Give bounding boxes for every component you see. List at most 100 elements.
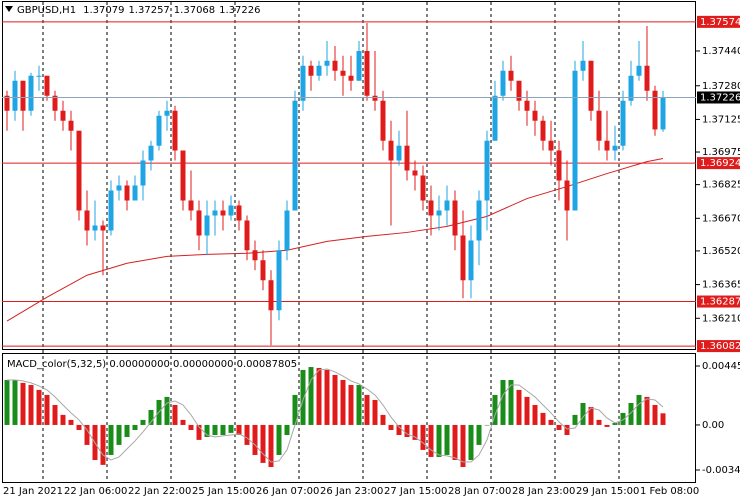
macd-bar xyxy=(492,394,498,425)
macd-bar xyxy=(436,424,442,457)
x-tick-label: 28 Jan 23:00 xyxy=(512,486,575,497)
macd-bar xyxy=(36,389,42,425)
candle-body xyxy=(532,110,538,121)
candle-body xyxy=(340,70,346,76)
macd-panel xyxy=(2,353,696,483)
macd-bar xyxy=(276,424,282,455)
macd-bar xyxy=(652,404,658,425)
candle-body xyxy=(292,100,298,211)
macd-bar xyxy=(340,379,346,425)
candle-body xyxy=(452,200,458,236)
candle-body xyxy=(348,75,354,81)
candle-body xyxy=(572,70,578,211)
candle-body xyxy=(252,250,258,261)
x-tick-label: 22 Jan 22:00 xyxy=(128,486,191,497)
x-tick-label: 22 Jan 06:00 xyxy=(64,486,127,497)
macd-bar xyxy=(524,396,530,425)
candle-body xyxy=(316,65,322,76)
candle-body xyxy=(420,175,426,201)
y-tick-label: 0.00 xyxy=(702,420,724,431)
macd-bar xyxy=(52,404,58,425)
macd-bar xyxy=(500,379,506,425)
candle-body xyxy=(188,200,194,211)
macd-bar xyxy=(420,424,426,450)
candle-body xyxy=(436,210,442,216)
candle-body xyxy=(324,60,330,66)
signal-line xyxy=(7,368,664,463)
macd-bar xyxy=(28,385,34,425)
macd-bar xyxy=(252,424,258,455)
candle-body xyxy=(236,205,242,221)
candle-body xyxy=(468,240,474,281)
candle-body xyxy=(12,80,18,111)
macd-bar xyxy=(76,424,82,430)
level-label-box xyxy=(697,295,740,308)
candle-body xyxy=(44,75,50,96)
y-tick-label: 0.0044581 xyxy=(702,361,740,372)
macd-bar xyxy=(612,422,618,425)
macd-bar xyxy=(588,406,594,425)
macd-bar xyxy=(516,389,522,425)
candle-body xyxy=(212,210,218,216)
macd-bar xyxy=(556,424,562,430)
macd-bar xyxy=(132,424,138,430)
macd-bar xyxy=(268,424,274,467)
macd-bar xyxy=(4,379,10,425)
macd-bar xyxy=(164,396,170,425)
macd-bar xyxy=(84,424,90,445)
candle-body xyxy=(612,145,618,151)
level-label-box xyxy=(697,157,740,170)
level-label: 1.36082 xyxy=(700,341,740,352)
candle-body xyxy=(156,115,162,146)
macd-bar xyxy=(644,396,650,425)
y-tick-label: 1.36975 xyxy=(702,147,740,158)
bid-label-box xyxy=(697,91,740,104)
macd-bar xyxy=(348,385,354,425)
macd-bar xyxy=(444,424,450,455)
macd-bar xyxy=(508,379,514,425)
macd-bar xyxy=(452,424,458,460)
macd-bar xyxy=(108,424,114,455)
candle-body xyxy=(68,120,74,131)
macd-bar xyxy=(364,394,370,425)
candle-body xyxy=(204,215,210,236)
level-label-box xyxy=(697,15,740,28)
menu-arrow[interactable] xyxy=(5,6,13,12)
y-tick-label: 1.37280 xyxy=(702,81,740,92)
candle-body xyxy=(636,65,642,76)
candle-body xyxy=(308,65,314,76)
candle-body xyxy=(524,100,530,111)
candle-body xyxy=(652,90,658,130)
macd-bar xyxy=(604,424,610,427)
y-tick-label: 1.36670 xyxy=(702,213,740,224)
y-tick-label: -0.003407 xyxy=(702,465,740,476)
candle-body xyxy=(356,50,362,81)
candle-body xyxy=(460,235,466,281)
macd-bar xyxy=(196,424,202,440)
candle-body xyxy=(100,225,106,231)
macd-bar xyxy=(316,367,322,425)
candle-body xyxy=(548,140,554,151)
macd-bar xyxy=(188,424,194,430)
macd-bar xyxy=(468,424,474,460)
indicator-title: MACD_color(5,32,5) 0.00000000 0.00000000… xyxy=(7,359,297,370)
candle-body xyxy=(628,75,634,101)
candle-body xyxy=(220,210,226,216)
macd-bar xyxy=(172,404,178,425)
candle-body xyxy=(196,210,202,236)
macd-bar xyxy=(628,403,634,425)
candle-body xyxy=(580,60,586,71)
candle-body xyxy=(228,205,234,216)
macd-bar xyxy=(660,413,666,425)
candle-body xyxy=(276,250,282,311)
header-value: 1.37226 xyxy=(219,5,260,16)
macd-bar xyxy=(140,419,146,425)
candle-body xyxy=(596,110,602,141)
macd-bar xyxy=(292,394,298,425)
candle-body xyxy=(404,145,410,171)
header-value: GBPUSD,H1 xyxy=(17,5,76,16)
price-panel xyxy=(2,1,696,350)
